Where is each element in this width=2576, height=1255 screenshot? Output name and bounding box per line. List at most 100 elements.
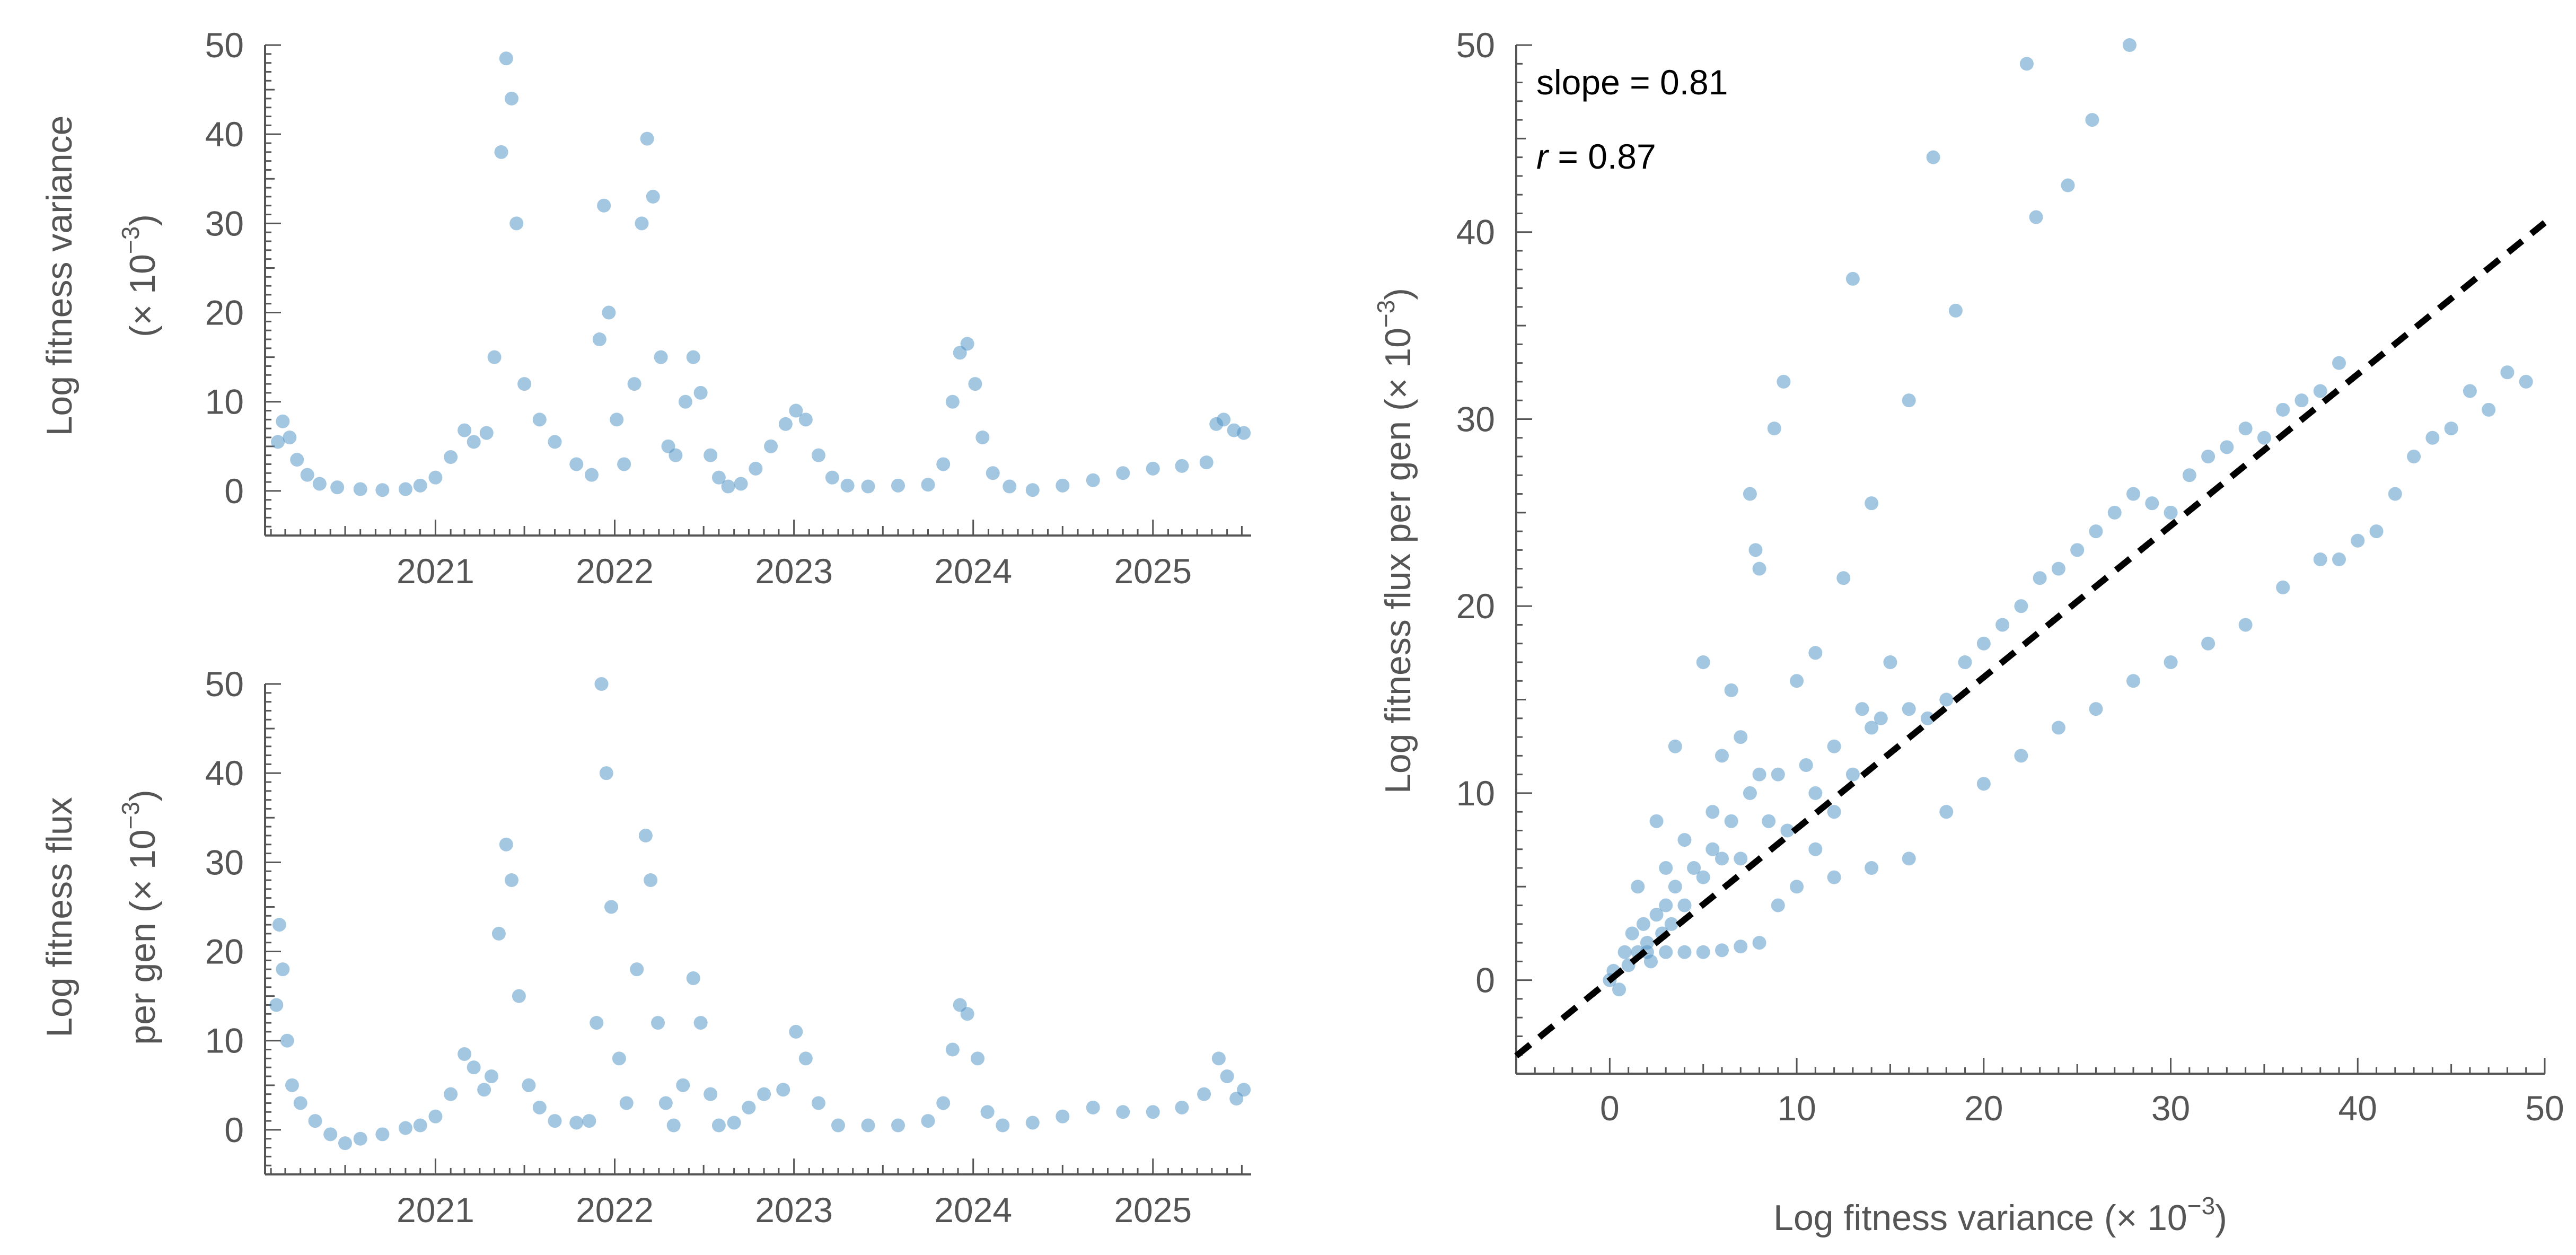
flux-vs-variance-point [1799, 758, 1813, 772]
variance-time-point [704, 448, 718, 462]
flux-vs-variance-x-tick-label: 40 [2338, 1089, 2377, 1128]
variance-time-panel: 0 10 20 30 40 50 2021 2022 2023 2024 2025 Log fitn… [39, 25, 1251, 591]
variance-time-point [1175, 459, 1189, 473]
flux-vs-variance-x-tick-label: 30 [2151, 1089, 2190, 1128]
variance-time-point [811, 448, 825, 462]
variance-time-x-tick-label: 2024 [934, 551, 1012, 591]
variance-time-point [968, 377, 982, 391]
flux-vs-variance-y-tick-label: 50 [1456, 25, 1495, 65]
flux-vs-variance-point [1958, 655, 1972, 669]
flux-time-point [727, 1116, 741, 1130]
flux-time-point [413, 1118, 427, 1133]
variance-time-point [825, 470, 839, 485]
slope-annotation: slope = 0.81 [1536, 63, 1728, 102]
flux-time-x-tick-label: 2024 [934, 1190, 1012, 1230]
flux-time-point [711, 1118, 726, 1133]
flux-vs-variance-point [1752, 767, 1766, 782]
flux-vs-variance-point [1696, 870, 1710, 884]
flux-vs-variance-point [1649, 908, 1664, 922]
flux-vs-variance-point [1995, 618, 2010, 632]
variance-time-x-tick-label: 2023 [755, 551, 833, 591]
flux-time-point [789, 1024, 803, 1039]
flux-time-point [1175, 1100, 1189, 1114]
variance-time-point [1025, 483, 1040, 497]
flux-vs-variance-point [1668, 739, 1682, 753]
flux-vs-variance-y-tick-label: 20 [1456, 586, 1495, 626]
variance-time-x-tick-label: 2022 [576, 551, 654, 591]
flux-vs-variance-point [2294, 393, 2309, 408]
flux-time-point [594, 677, 609, 691]
flux-vs-variance-point [2276, 580, 2290, 594]
flux-vs-variance-point [1636, 917, 1650, 931]
flux-time-point [612, 1051, 626, 1066]
flux-vs-variance-point [1715, 943, 1729, 958]
flux-vs-variance-point [1743, 487, 1757, 501]
flux-time-point [666, 1118, 681, 1133]
variance-time-x-tick-label: 2025 [1114, 551, 1192, 591]
flux-vs-variance-point [2033, 571, 2047, 585]
flux-vs-variance-point [1855, 702, 1869, 716]
flux-time-point [353, 1131, 367, 1146]
flux-vs-variance-x-tick-label: 20 [1964, 1089, 2003, 1128]
variance-time-point [312, 477, 327, 491]
flux-time-point [323, 1127, 338, 1142]
variance-time-point [610, 413, 624, 427]
variance-time-point [1199, 455, 1214, 470]
flux-vs-variance-point [1865, 721, 1879, 735]
flux-vs-variance-point [2313, 384, 2327, 398]
flux-time-point [269, 998, 284, 1012]
variance-time-point [602, 305, 616, 320]
flux-vs-variance-point [2085, 113, 2099, 127]
flux-vs-variance-point [2238, 422, 2253, 436]
flux-time-point [658, 1096, 673, 1110]
flux-vs-variance-point [1705, 805, 1720, 819]
flux-vs-variance-x-tick-label: 0 [1600, 1089, 1620, 1128]
variance-time-point [711, 470, 726, 485]
variance-time-point [627, 377, 641, 391]
flux-time-point [375, 1127, 390, 1142]
flux-time-ylabel-line2: per gen (× 10−3) [117, 789, 163, 1045]
variance-time-point [721, 479, 735, 494]
variance-time-point [778, 417, 793, 431]
flux-vs-variance-point [1976, 636, 1991, 651]
variance-time-point [960, 337, 974, 351]
flux-vs-variance-point [1939, 692, 1954, 707]
flux-time-point [477, 1083, 491, 1097]
flux-time-x-tick-label: 2023 [755, 1190, 833, 1230]
variance-time-ylabel-line2: (× 10−3) [117, 214, 163, 337]
flux-vs-variance-panel: 0 10 20 30 40 50 0 10 20 30 40 50 slope = 0.81 r = … [1372, 25, 2564, 1238]
variance-time-point [1217, 413, 1231, 427]
flux-time-point [980, 1105, 995, 1119]
flux-vs-variance-point [1668, 880, 1682, 894]
flux-vs-variance-point [2369, 524, 2384, 539]
variance-time-points [271, 51, 1251, 497]
variance-time-point [290, 453, 304, 467]
flux-time-point [776, 1083, 790, 1097]
variance-time-point [398, 482, 412, 496]
flux-time-point [293, 1096, 307, 1110]
flux-vs-variance-point [2029, 210, 2043, 224]
variance-time-point [509, 216, 524, 231]
flux-vs-variance-point [1734, 852, 1748, 866]
variance-time-point [986, 466, 1000, 480]
flux-time-point [582, 1114, 596, 1128]
flux-time-point [1211, 1051, 1226, 1066]
flux-vs-variance-point [2276, 402, 2290, 417]
flux-vs-variance-point [2089, 524, 2103, 539]
flux-vs-variance-point [2070, 543, 2085, 557]
flux-time-point [1025, 1116, 1040, 1130]
flux-vs-variance-point [1677, 833, 1692, 847]
flux-vs-variance-point [1976, 777, 1991, 791]
flux-vs-variance-point [1836, 571, 1851, 585]
flux-vs-variance-point [1659, 861, 1673, 875]
flux-vs-variance-point [1743, 786, 1757, 800]
variance-time-point [592, 332, 606, 346]
flux-vs-variance-point [1677, 898, 1692, 912]
variance-time-y-tick-label: 30 [205, 204, 244, 243]
flux-vs-variance-y-tick-label: 10 [1456, 774, 1495, 813]
flux-time-point [861, 1118, 875, 1133]
variance-time-point [505, 91, 518, 106]
flux-time-point [491, 926, 506, 941]
flux-vs-variance-point [1921, 711, 1935, 725]
flux-time-points [269, 677, 1251, 1151]
